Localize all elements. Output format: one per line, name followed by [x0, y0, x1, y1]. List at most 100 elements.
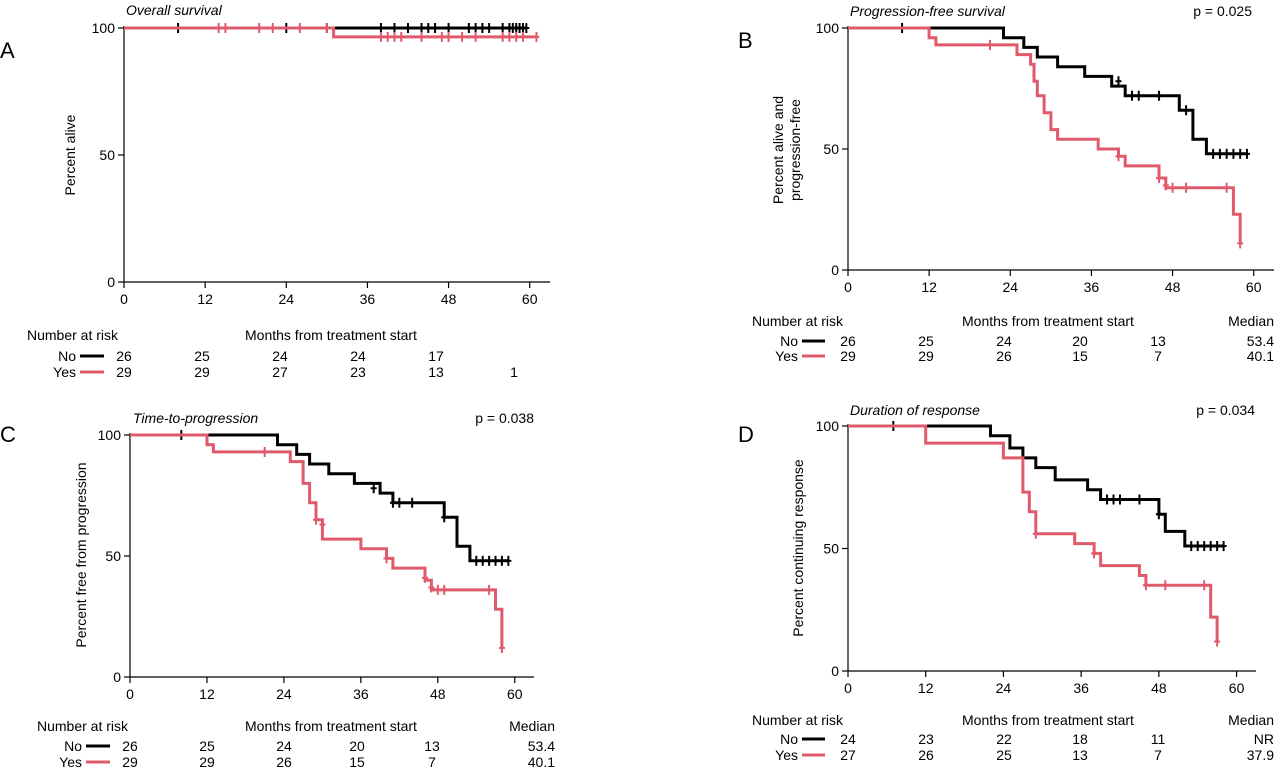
risk-count: 27	[272, 364, 288, 380]
censor-mark	[987, 39, 993, 50]
panel-C: C 0 50 100 0 12 24 36 48 60 Time-to-progression p =…	[0, 410, 555, 770]
censor-mark	[523, 23, 530, 33]
censor-mark	[513, 31, 520, 42]
censor-mark	[1032, 528, 1039, 539]
risk-count: 23	[350, 364, 366, 380]
censor-mark	[398, 31, 405, 42]
panel-D: D 0 50 100 0 12 24 36 48 60 Duration of response p …	[738, 402, 1274, 763]
risk-table-header: Number at risk	[752, 313, 844, 329]
censor-mark	[418, 23, 425, 33]
series-no	[130, 430, 512, 566]
panel-letter: D	[738, 422, 754, 447]
x-tick-label: 0	[844, 279, 852, 295]
panel-letter: A	[0, 38, 15, 63]
censor-mark	[499, 31, 506, 42]
censor-mark	[391, 31, 398, 42]
censor-mark	[1237, 148, 1244, 159]
y-tick-label: 100	[816, 20, 840, 36]
censor-mark	[1169, 182, 1176, 193]
censor-mark	[1136, 494, 1143, 505]
chart-title: Time-to-progression	[133, 410, 258, 426]
censor-mark	[409, 497, 416, 508]
risk-count: 13	[1150, 333, 1166, 349]
x-axis-label: Months from treatment start	[245, 327, 417, 343]
risk-count: 29	[918, 348, 934, 364]
risk-count: 15	[349, 754, 365, 770]
censor-mark	[1162, 180, 1169, 191]
risk-count: 13	[428, 364, 444, 380]
y-axis-label: Percent free from progression	[73, 462, 89, 647]
chart-title: Duration of response	[850, 402, 980, 418]
censor-mark	[1214, 541, 1221, 552]
y-tick-label: 50	[823, 141, 839, 157]
censor-mark	[312, 514, 319, 525]
series-yes	[124, 23, 540, 42]
x-tick-label: 36	[360, 291, 376, 307]
risk-count: 29	[194, 364, 210, 380]
censor-mark	[425, 23, 432, 33]
y-axis-label: Percent alive	[62, 114, 78, 195]
censor-mark	[1188, 541, 1195, 552]
risk-count: 26	[276, 754, 292, 770]
censor-mark	[434, 584, 441, 595]
censor-mark	[1115, 151, 1122, 162]
censor-mark	[1201, 541, 1208, 552]
censor-mark	[256, 23, 263, 33]
x-tick-label: 12	[918, 680, 934, 696]
y-tick-label: 100	[816, 418, 840, 434]
risk-row-label: No	[58, 348, 76, 364]
censor-mark	[1155, 509, 1162, 520]
censor-mark	[1162, 580, 1169, 591]
censor-mark	[296, 23, 303, 33]
censor-mark	[459, 31, 466, 42]
censor-mark	[1115, 76, 1122, 87]
censor-mark	[472, 23, 479, 33]
risk-count: 29	[122, 754, 138, 770]
x-tick-label: 60	[1246, 279, 1262, 295]
risk-count: 27	[840, 747, 856, 763]
x-tick-label: 60	[507, 686, 523, 702]
risk-count: 25	[996, 747, 1012, 763]
x-tick-label: 48	[1151, 680, 1167, 696]
panel-B: B 0 50 100 0 12 24 36 48 60 Progression-free survi…	[738, 3, 1274, 364]
y-tick-label: 100	[92, 20, 116, 36]
risk-median: NR	[1254, 731, 1274, 747]
x-axis-label: Months from treatment start	[245, 718, 417, 734]
risk-row-label: Yes	[775, 348, 798, 364]
risk-count: 24	[840, 731, 856, 747]
censor-mark	[506, 31, 513, 42]
panel-A: A 0 50 100 0 12 24 36 48 60 Overall survival Percen…	[0, 2, 550, 380]
survival-curve-no	[848, 424, 1224, 548]
x-tick-label: 48	[1165, 279, 1181, 295]
censor-mark	[222, 23, 229, 33]
censor-mark	[505, 555, 512, 566]
censor-mark	[384, 31, 391, 42]
risk-count: 13	[424, 738, 440, 754]
series-yes	[848, 424, 1221, 647]
risk-count: 26	[122, 738, 138, 754]
censor-mark	[1194, 541, 1201, 552]
censor-mark	[1207, 541, 1214, 552]
censor-mark	[438, 31, 445, 42]
censor-mark	[1216, 148, 1223, 159]
median-header: Median	[509, 718, 555, 734]
risk-table-header: Number at risk	[37, 718, 129, 734]
censor-mark	[1237, 238, 1244, 249]
censor-mark	[1220, 541, 1227, 552]
y-tick-label: 0	[113, 669, 121, 685]
x-axis-label: Months from treatment start	[962, 313, 1134, 329]
y-tick-label: 100	[98, 427, 122, 443]
y-tick-label: 0	[107, 274, 115, 290]
risk-median: 40.1	[528, 754, 555, 770]
censor-mark	[1230, 148, 1237, 159]
y-tick-label: 50	[105, 548, 121, 564]
censor-mark	[1142, 580, 1149, 591]
x-tick-label: 48	[430, 686, 446, 702]
risk-count: 25	[199, 738, 215, 754]
y-tick-label: 0	[831, 262, 839, 278]
censor-mark	[389, 497, 396, 508]
censor-mark	[391, 23, 398, 33]
median-header: Median	[1228, 712, 1274, 728]
risk-count: 20	[349, 738, 365, 754]
x-tick-label: 24	[276, 686, 292, 702]
